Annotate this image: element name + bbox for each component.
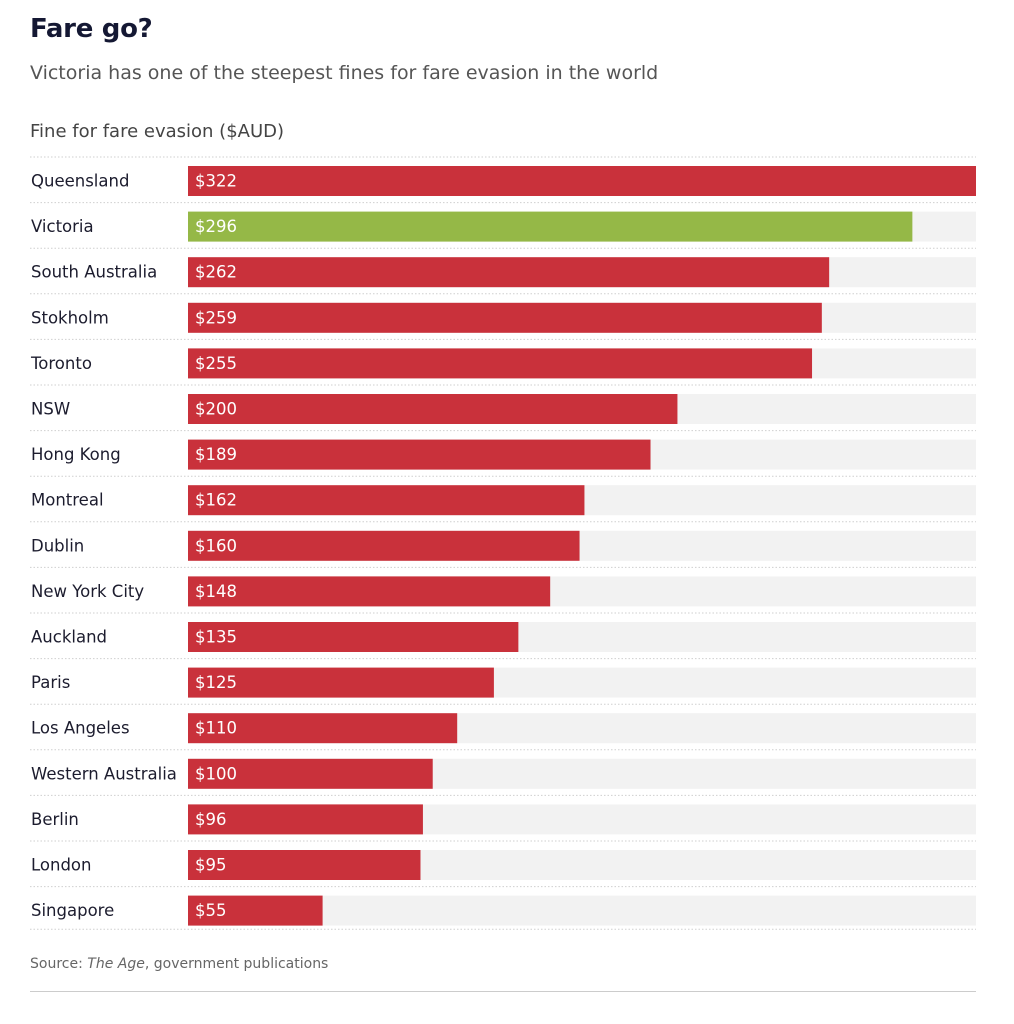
bar-los-angeles	[188, 713, 458, 744]
bar-toronto	[188, 348, 813, 379]
bar-hong-kong	[188, 439, 651, 470]
value-label-western-australia: $100	[195, 764, 237, 783]
value-label-stokholm: $259	[195, 308, 237, 327]
bar-stokholm	[188, 302, 822, 333]
value-label-auckland: $135	[195, 628, 237, 647]
bar-berlin	[188, 804, 423, 835]
bar-chart: Queensland $322 Victoria $296 South Australi…	[30, 156, 976, 930]
value-label-new-york-city: $148	[195, 582, 237, 601]
category-label-paris: Paris	[31, 673, 70, 692]
category-label-dublin: Dublin	[31, 536, 84, 555]
value-label-paris: $125	[195, 673, 237, 692]
bar-south-australia	[188, 257, 830, 288]
bar-victoria	[188, 211, 913, 242]
bar-queensland	[188, 166, 976, 196]
category-label-new-york-city: New York City	[31, 582, 144, 601]
value-label-london: $95	[195, 856, 227, 875]
category-label-queensland: Queensland	[31, 172, 129, 191]
value-label-montreal: $162	[195, 491, 237, 510]
axis-title: Fine for fare evasion ($AUD)	[30, 121, 285, 142]
value-label-hong-kong: $189	[195, 445, 237, 464]
source-publication: The Age	[87, 956, 145, 972]
chart-subtitle: Victoria has one of the steepest fines f…	[30, 62, 659, 84]
bar-london	[188, 850, 421, 880]
value-label-queensland: $322	[195, 172, 237, 191]
category-label-hong-kong: Hong Kong	[31, 445, 121, 464]
value-label-toronto: $255	[195, 354, 237, 373]
category-label-nsw: NSW	[31, 400, 70, 419]
bar-nsw	[188, 394, 678, 424]
category-label-auckland: Auckland	[31, 628, 107, 647]
bar-auckland	[188, 622, 519, 652]
source-prefix: Source:	[30, 956, 88, 972]
value-label-victoria: $296	[195, 217, 237, 236]
category-label-stokholm: Stokholm	[31, 308, 109, 327]
category-label-toronto: Toronto	[30, 354, 92, 373]
value-label-los-angeles: $110	[195, 719, 237, 738]
category-label-singapore: Singapore	[31, 901, 114, 920]
value-label-dublin: $160	[195, 536, 237, 555]
source-suffix: , government publications	[144, 956, 329, 972]
bar-paris	[188, 667, 494, 698]
category-label-montreal: Montreal	[31, 491, 104, 510]
category-label-western-australia: Western Australia	[31, 764, 177, 783]
category-label-los-angeles: Los Angeles	[31, 719, 130, 738]
bottom-divider	[30, 991, 976, 992]
category-label-berlin: Berlin	[31, 810, 79, 829]
value-label-south-australia: $262	[195, 263, 237, 282]
value-label-berlin: $96	[195, 810, 227, 829]
bar-dublin	[188, 530, 580, 561]
bar-western-australia	[188, 758, 433, 789]
bar-montreal	[188, 485, 585, 516]
category-label-victoria: Victoria	[31, 217, 94, 236]
source-note: Source: The Age, government publications	[30, 956, 328, 972]
category-label-london: London	[31, 856, 91, 875]
value-label-nsw: $200	[195, 400, 237, 419]
value-label-singapore: $55	[195, 901, 227, 920]
category-label-south-australia: South Australia	[31, 263, 157, 282]
chart-title: Fare go?	[30, 14, 153, 44]
bar-singapore	[188, 895, 323, 926]
bar-new-york-city	[188, 576, 551, 607]
